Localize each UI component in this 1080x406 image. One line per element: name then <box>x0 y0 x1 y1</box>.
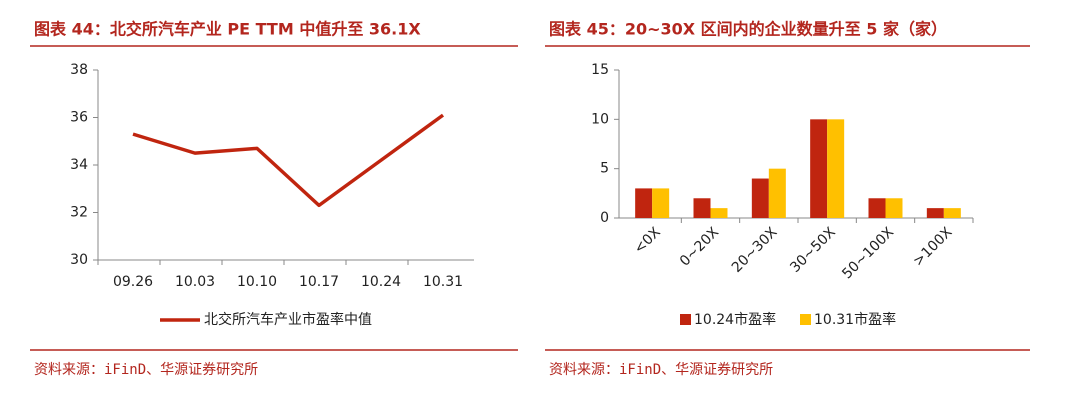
bar <box>943 208 961 218</box>
x-tick-label: 50~100X <box>839 224 897 282</box>
bar <box>827 119 845 218</box>
bar <box>810 119 828 218</box>
legend-label: 10.24市盈率 <box>694 311 776 328</box>
x-tick-label: 30~50X <box>787 224 839 276</box>
bar <box>885 198 903 218</box>
x-tick-label: 09.26 <box>113 274 153 290</box>
source: 资料来源：iFinD、华源证券研究所 <box>549 362 773 378</box>
x-tick-label: 10.17 <box>299 274 339 290</box>
y-tick-label: 30 <box>70 252 88 268</box>
y-tick-label: 32 <box>70 205 88 221</box>
legend-swatch <box>800 314 811 325</box>
source: 资料来源：iFinD、华源证券研究所 <box>34 362 258 378</box>
legend-label: 10.31市盈率 <box>814 311 896 328</box>
y-tick-label: 38 <box>70 62 88 78</box>
x-tick-label: 20~30X <box>729 224 781 276</box>
x-tick-label: <0X <box>631 224 664 257</box>
y-tick-label: 36 <box>70 110 88 126</box>
chart-title: 图表 45：20~30X 区间内的企业数量升至 5 家（家） <box>549 20 947 39</box>
y-tick-label: 15 <box>591 62 609 78</box>
y-tick-label: 0 <box>600 210 609 226</box>
chart-title: 图表 44：北交所汽车产业 PE TTM 中值升至 36.1X <box>34 20 421 39</box>
x-tick-label: 0~20X <box>677 224 723 270</box>
x-tick-label: 10.03 <box>175 274 215 290</box>
legend-label: 北交所汽车产业市盈率中值 <box>204 311 372 328</box>
bar <box>926 208 944 218</box>
bar <box>710 208 728 218</box>
bar <box>652 188 670 218</box>
bar <box>635 188 653 218</box>
legend-swatch <box>680 314 691 325</box>
x-tick-label: 10.31 <box>423 274 463 290</box>
bar <box>868 198 886 218</box>
x-tick-label: >100X <box>910 224 956 270</box>
bar <box>693 198 711 218</box>
y-tick-label: 10 <box>591 111 609 127</box>
y-tick-label: 5 <box>600 161 609 177</box>
line <box>132 113 445 208</box>
x-tick-label: 10.24 <box>361 274 401 290</box>
bar <box>751 178 769 218</box>
x-tick-label: 10.10 <box>237 274 277 290</box>
y-tick-label: 34 <box>70 157 88 173</box>
bar <box>768 168 786 218</box>
